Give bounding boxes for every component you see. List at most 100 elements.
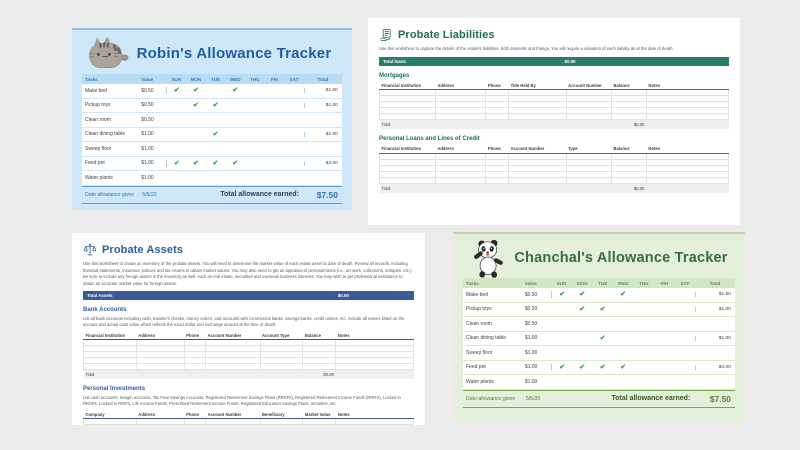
empty-cell[interactable] (379, 113, 436, 120)
empty-cell[interactable] (135, 418, 185, 425)
data-table: Company Address Phone Account Number Benefic… (83, 410, 414, 425)
empty-cell[interactable] (379, 176, 436, 184)
value-cell[interactable]: $1.00 (141, 131, 154, 138)
total-earned-label: Total allowance earned: (611, 395, 691, 402)
check-mark-cell[interactable]: ✔ (192, 87, 199, 95)
task-cell[interactable]: Clean dining table (466, 335, 507, 342)
task-cell[interactable]: Water plants (466, 378, 494, 385)
empty-cell[interactable] (205, 363, 261, 371)
check-mark-cell[interactable]: ✔ (212, 159, 219, 167)
task-cell[interactable]: Feed pet (466, 364, 486, 371)
empty-cell[interactable] (302, 418, 337, 425)
column-header: Account Number (205, 331, 261, 341)
total-earned-label: Total allowance earned: (220, 191, 300, 198)
value-cell[interactable]: $0.50 (524, 320, 538, 327)
table-body: Total $0.00 (379, 89, 730, 129)
scales-of-justice-icon (83, 243, 97, 256)
task-cell[interactable]: Make bed (85, 87, 107, 94)
column-header-day-fri: FRI (660, 280, 668, 286)
column-header-day-tue: TUE (598, 280, 608, 286)
column-header-tasks: Tasks (85, 76, 98, 82)
column-header-day-tue: TUE (210, 76, 221, 82)
check-mark-cell[interactable]: ✔ (192, 159, 199, 167)
check-mark-cell[interactable]: ✔ (232, 159, 239, 167)
value-cell[interactable]: $0.50 (524, 291, 538, 298)
column-header: Account Number (205, 410, 261, 420)
value-cell[interactable]: $0.50 (141, 116, 154, 123)
empty-cell[interactable] (302, 363, 337, 371)
check-mark-cell[interactable]: ✔ (232, 87, 239, 95)
check-mark-cell[interactable]: ✔ (620, 291, 627, 299)
value-cell[interactable]: $0.50 (524, 306, 538, 313)
check-mark-cell[interactable]: ✔ (579, 305, 586, 313)
check-mark-cell[interactable]: ✔ (579, 291, 586, 299)
check-mark-cell[interactable]: ✔ (212, 130, 219, 138)
empty-cell[interactable] (565, 176, 613, 184)
value-cell[interactable]: $0.50 (141, 87, 154, 94)
value-cell[interactable]: $1.00 (524, 378, 538, 385)
value-cell[interactable]: $1.00 (524, 364, 538, 371)
empty-cell[interactable] (259, 418, 304, 425)
empty-cell[interactable] (83, 418, 137, 425)
task-cell[interactable]: Clean room (85, 116, 111, 123)
worksheet-header: Probate Assets (83, 242, 414, 258)
task-cell[interactable]: Sweep floor (85, 145, 112, 152)
date-allowance-label: Date allowance given (85, 191, 135, 198)
column-header: Phone (184, 410, 206, 420)
check-mark-cell[interactable]: ✔ (620, 363, 627, 371)
check-mark-cell[interactable]: ✔ (166, 159, 186, 167)
date-allowance-value[interactable]: 5/5/20 (525, 395, 541, 402)
empty-cell[interactable] (434, 176, 487, 184)
task-cell[interactable]: Make bed (466, 291, 488, 298)
check-mark-cell[interactable]: ✔ (579, 363, 586, 371)
total-filler-cell (205, 369, 261, 380)
table-head: Company Address Phone Account Number Benefic… (83, 410, 414, 420)
value-cell[interactable]: $1.00 (141, 145, 154, 152)
empty-cell[interactable] (183, 418, 207, 425)
task-cell[interactable]: Sweep floor (466, 349, 493, 356)
total-row: Total $0.00 (379, 183, 729, 193)
column-header: Notes (335, 410, 414, 420)
empty-row (379, 176, 730, 184)
task-cell[interactable]: Clean room (466, 320, 492, 327)
column-header-row: Financial Institution Address Phone Account… (379, 144, 729, 154)
row-total-cell: $4.00 (695, 364, 735, 370)
value-cell[interactable]: $1.00 (141, 160, 154, 167)
task-row: Make bed $0.50 ✔ ✔ ✔ $1.50 (82, 84, 342, 99)
row-total-cell: $1.00 (695, 335, 735, 341)
column-header: Financial Institution (379, 144, 436, 154)
value-cell[interactable]: $1.00 (524, 335, 538, 342)
empty-cell[interactable] (183, 363, 207, 371)
task-cell[interactable]: Water plants (85, 174, 113, 181)
check-mark-cell[interactable]: ✔ (212, 101, 219, 109)
empty-cell[interactable] (645, 113, 730, 120)
check-mark-cell[interactable]: ✔ (166, 87, 186, 95)
task-cell[interactable]: Pickup toys (85, 102, 111, 109)
check-mark-cell[interactable]: ✔ (551, 291, 572, 299)
date-allowance-value[interactable]: 5/5/20 (142, 191, 157, 198)
value-cell[interactable]: $0.50 (141, 102, 154, 109)
section-description: List all bank accounts including cash, t… (83, 315, 405, 327)
value-cell[interactable]: $1.00 (141, 174, 154, 181)
task-cell[interactable]: Clean dining table (85, 131, 126, 138)
check-mark-cell[interactable]: ✔ (599, 305, 606, 313)
task-row: Pickup toys $0.50 ✔ ✔ $1.00 (463, 302, 735, 317)
task-cell[interactable]: Pickup toys (466, 306, 492, 313)
total-filler-cell (646, 183, 729, 193)
empty-cell[interactable] (205, 418, 261, 425)
column-header: Account Number (566, 81, 612, 90)
column-header-tasks: Tasks (466, 280, 479, 286)
empty-cell[interactable] (645, 176, 730, 184)
table-head: Financial Institution Address Phone Account… (83, 331, 414, 341)
task-cell[interactable]: Feed pet (85, 160, 105, 167)
check-mark-cell[interactable]: ✔ (599, 363, 606, 371)
check-mark-cell[interactable]: ✔ (192, 101, 199, 109)
empty-cell[interactable] (565, 113, 613, 120)
value-cell[interactable]: $1.00 (524, 349, 538, 356)
empty-cell[interactable] (335, 418, 414, 425)
empty-cell[interactable] (335, 363, 414, 371)
empty-cell[interactable] (434, 113, 487, 120)
table-head: Financial Institution Address Phone Title H… (379, 81, 729, 90)
check-mark-cell[interactable]: ✔ (551, 363, 572, 371)
check-mark-cell[interactable]: ✔ (599, 334, 606, 342)
